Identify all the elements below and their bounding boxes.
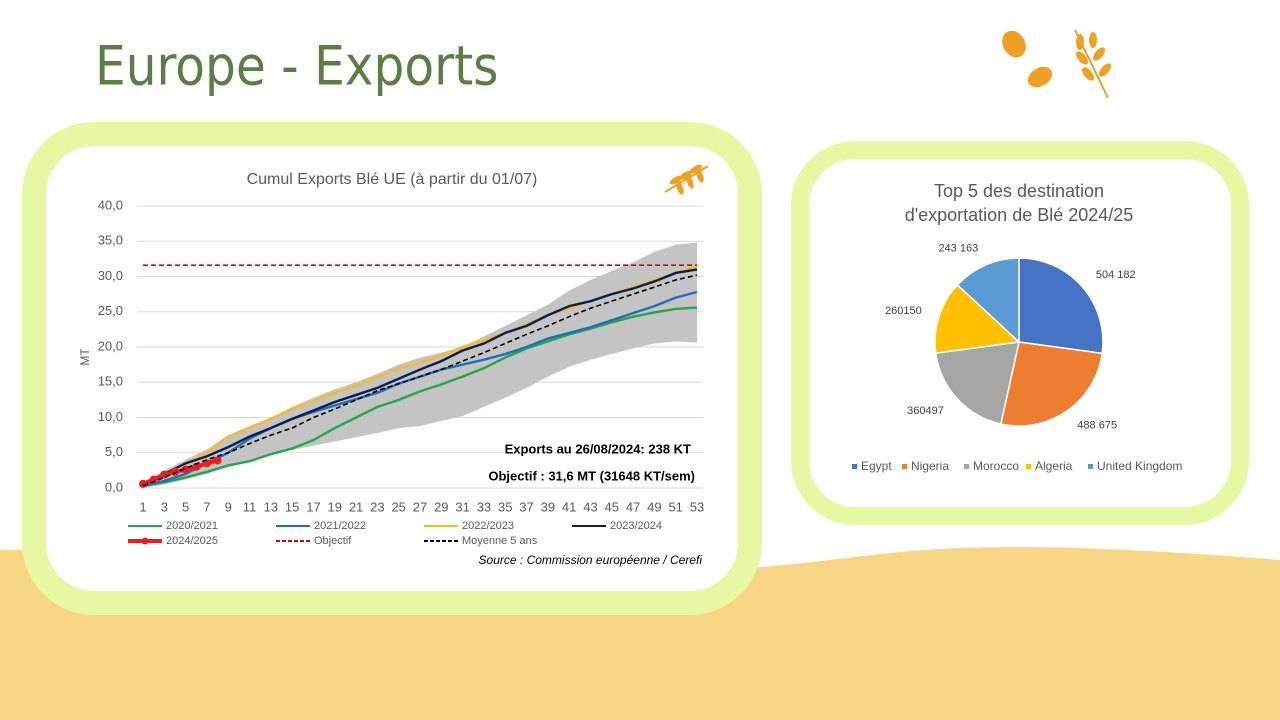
y-tick-label: 20,0 xyxy=(98,338,123,353)
y-tick-label: 0,0 xyxy=(105,479,123,494)
slide-title: Europe - Exports xyxy=(95,35,498,98)
x-tick-label: 19 xyxy=(328,499,342,514)
series-marker xyxy=(160,470,169,479)
pie-slice xyxy=(1018,257,1104,355)
legend-label: Algeria xyxy=(1035,459,1073,473)
y-tick-label: 25,0 xyxy=(98,303,123,318)
series-line xyxy=(142,274,698,487)
legend-label: Morocco xyxy=(973,459,1019,473)
pie-slice xyxy=(934,283,1021,354)
x-tick-label: 41 xyxy=(562,499,576,514)
data-label: 260150 xyxy=(885,305,922,317)
y-tick-label: 5,0 xyxy=(105,444,123,459)
legend-swatch xyxy=(902,464,907,469)
x-tick-label: 39 xyxy=(541,499,555,514)
y-tick-label: 35,0 xyxy=(98,233,123,248)
legend-label: United Kingdom xyxy=(1097,459,1182,473)
chart-title: d'exportation de Blé 2024/25 xyxy=(905,205,1134,225)
y-tick-label: 30,0 xyxy=(98,268,123,283)
x-tick-label: 51 xyxy=(668,499,682,514)
x-tick-label: 37 xyxy=(519,499,533,514)
data-label: 488 675 xyxy=(1077,420,1117,432)
legend-swatch xyxy=(1026,464,1031,469)
legend-label: 2023/2024 xyxy=(610,520,662,532)
series-line xyxy=(142,268,698,486)
x-tick-label: 35 xyxy=(498,499,512,514)
legend-label: Egypt xyxy=(861,459,892,473)
x-tick-label: 15 xyxy=(285,499,299,514)
source-note: Source : Commission européenne / Cerefi xyxy=(479,553,703,567)
x-tick-label: 9 xyxy=(225,499,232,514)
chart-title: Top 5 des destination xyxy=(934,181,1104,201)
x-tick-label: 49 xyxy=(647,499,661,514)
legend-label: Objectif xyxy=(314,535,352,547)
legend-label: Moyenne 5 ans xyxy=(462,535,538,547)
chart-title: Cumul Exports Blé UE (à partir du 01/07) xyxy=(247,171,538,188)
pie-slice xyxy=(956,257,1020,344)
x-tick-label: 21 xyxy=(349,499,363,514)
annotation: Objectif : 31,6 MT (31648 KT/sem) xyxy=(488,468,695,483)
legend-label: 2024/2025 xyxy=(166,535,218,547)
legend-label: Nigeria xyxy=(911,459,949,473)
legend-label: 2022/2023 xyxy=(462,520,514,532)
data-label: 360497 xyxy=(907,405,944,417)
y-tick-label: 10,0 xyxy=(98,409,123,424)
x-tick-label: 23 xyxy=(370,499,384,514)
x-tick-label: 33 xyxy=(477,499,491,514)
x-tick-label: 5 xyxy=(182,499,189,514)
series-marker xyxy=(149,475,158,484)
series-marker xyxy=(213,456,222,465)
y-tick-label: 40,0 xyxy=(98,197,123,212)
x-tick-label: 47 xyxy=(626,499,640,514)
data-label: 504 182 xyxy=(1096,269,1136,281)
legend-swatch xyxy=(964,464,969,469)
x-tick-label: 1 xyxy=(139,499,146,514)
legend-label: 2021/2022 xyxy=(314,520,366,532)
series-marker xyxy=(192,462,201,471)
wheat-icon-small xyxy=(664,164,709,195)
x-tick-label: 11 xyxy=(243,499,257,514)
annotation: Exports au 26/08/2024: 238 KT xyxy=(505,441,691,456)
series-line xyxy=(142,306,698,488)
y-tick-label: 15,0 xyxy=(98,374,123,389)
x-tick-label: 7 xyxy=(203,499,210,514)
x-tick-label: 13 xyxy=(264,499,278,514)
wheat-icon xyxy=(1002,29,1111,99)
x-tick-label: 17 xyxy=(306,499,320,514)
legend-marker xyxy=(141,537,149,545)
x-tick-label: 45 xyxy=(605,499,619,514)
x-tick-label: 3 xyxy=(161,499,168,514)
x-tick-label: 29 xyxy=(434,499,448,514)
x-tick-label: 25 xyxy=(391,499,405,514)
series-marker xyxy=(139,479,147,488)
x-tick-label: 27 xyxy=(413,499,427,514)
series-marker xyxy=(170,467,179,476)
x-tick-label: 53 xyxy=(690,499,704,514)
data-label: 243 163 xyxy=(938,242,978,254)
range-band xyxy=(143,242,697,488)
legend-swatch xyxy=(1088,464,1093,469)
x-tick-label: 43 xyxy=(583,499,597,514)
x-tick-label: 31 xyxy=(455,499,469,514)
y-axis-label: MT xyxy=(78,348,92,366)
pie-slice xyxy=(999,341,1104,427)
pie-slice xyxy=(934,341,1020,425)
legend-label: 2020/2021 xyxy=(166,520,218,532)
legend-swatch xyxy=(852,464,857,469)
